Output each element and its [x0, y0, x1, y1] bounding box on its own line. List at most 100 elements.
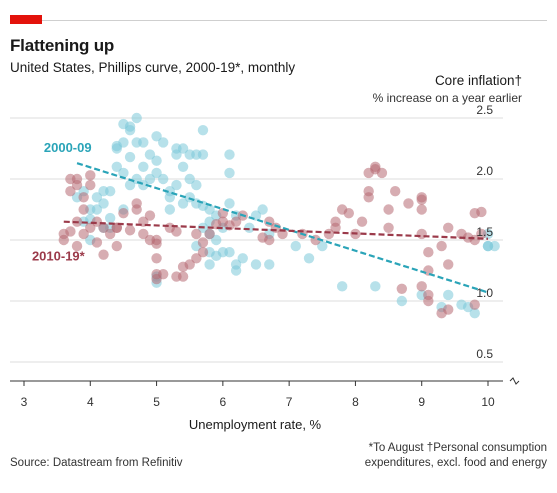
- point-2000-09: [177, 198, 189, 209]
- point-2000-09: [98, 198, 109, 209]
- point-2000-09: [144, 149, 156, 160]
- y-tick-label: 1.0: [476, 286, 493, 300]
- point-2000-09: [91, 192, 103, 203]
- point-2000-09: [124, 125, 136, 136]
- series-labels: 2000-09 2010-19*: [32, 140, 92, 264]
- point-2010-19: [436, 240, 447, 252]
- point-2000-09: [158, 137, 169, 148]
- point-2010-19: [98, 222, 109, 233]
- point-2000-09: [177, 161, 189, 172]
- point-2000-09: [211, 234, 222, 246]
- point-2010-19: [330, 216, 341, 227]
- point-2010-19: [78, 228, 89, 240]
- point-2000-09: [138, 161, 149, 172]
- point-2000-09: [204, 204, 215, 215]
- point-2010-19: [124, 225, 136, 236]
- point-2000-09: [118, 167, 129, 179]
- source-note: Source: Datastream from Refinitiv: [10, 457, 183, 469]
- point-2000-09: [177, 143, 189, 154]
- point-2000-09: [164, 192, 176, 203]
- point-2010-19: [197, 237, 209, 248]
- point-2000-09: [443, 289, 454, 301]
- scatter-points: [58, 112, 500, 319]
- axis-break-mark: [509, 377, 520, 385]
- point-2000-09: [111, 161, 123, 172]
- point-2010-19: [151, 238, 162, 249]
- point-2000-09: [264, 259, 275, 270]
- point-2010-19: [476, 228, 487, 240]
- point-2010-19: [476, 206, 487, 218]
- y-tick-label: 2.0: [476, 164, 493, 178]
- point-2000-09: [230, 265, 242, 276]
- point-2010-19: [118, 207, 129, 219]
- chart-title: Flattening up: [10, 36, 115, 55]
- point-2010-19: [416, 194, 427, 205]
- x-tick-label: 4: [87, 395, 94, 409]
- series-label-2000-09: 2000-09: [44, 140, 92, 155]
- point-2010-19: [423, 289, 434, 301]
- point-2010-19: [71, 173, 83, 185]
- x-tick-label: 3: [21, 395, 28, 409]
- point-2000-09: [224, 247, 235, 258]
- point-2000-09: [171, 149, 182, 160]
- x-tick-label: 5: [153, 395, 160, 409]
- point-2010-19: [151, 253, 162, 264]
- series-label-2010-19: 2010-19*: [32, 249, 86, 264]
- point-2010-19: [416, 228, 427, 240]
- trend-lines: [63, 162, 489, 294]
- point-2000-09: [244, 222, 255, 233]
- point-2000-09: [131, 112, 142, 124]
- x-tick-label: 7: [286, 395, 293, 409]
- point-2010-19: [403, 198, 414, 209]
- point-2000-09: [118, 137, 129, 148]
- y-tick-label: 0.5: [476, 347, 493, 361]
- footnote-line-2: expenditures, excl. food and energy: [364, 457, 547, 469]
- y-tick-labels: 0.5 1.0 1.5 2.0 2.5: [476, 103, 493, 361]
- point-2000-09: [184, 173, 195, 185]
- point-2010-19: [204, 228, 215, 240]
- point-2000-09: [197, 149, 209, 160]
- point-2000-09: [250, 259, 262, 270]
- point-2010-19: [111, 222, 123, 233]
- point-2010-19: [85, 222, 96, 233]
- point-2010-19: [416, 281, 427, 292]
- point-2010-19: [264, 216, 275, 227]
- footnotes: *To August †Personal consumption expendi…: [365, 441, 547, 471]
- point-2010-19: [65, 186, 76, 197]
- point-2000-09: [151, 167, 162, 179]
- point-2010-19: [78, 192, 89, 203]
- y-axis-title: Core inflation†: [434, 73, 522, 88]
- point-2000-09: [396, 295, 408, 307]
- point-2000-09: [204, 259, 215, 270]
- point-2010-19: [131, 204, 142, 215]
- point-2010-19: [171, 226, 182, 237]
- x-axis-label: Unemployment rate, %: [189, 417, 322, 432]
- point-2000-09: [171, 179, 182, 191]
- point-2010-19: [197, 247, 209, 258]
- point-2010-19: [469, 299, 480, 310]
- point-2010-19: [78, 204, 89, 215]
- point-2000-09: [124, 179, 136, 191]
- point-2010-19: [370, 161, 381, 172]
- chart-subtitle: United States, Phillips curve, 2000-19*,…: [10, 60, 296, 75]
- x-tick-label: 6: [220, 395, 227, 409]
- point-2010-19: [356, 216, 368, 227]
- point-2000-09: [237, 253, 248, 264]
- x-axis: 3 4 5 6 7 8 9 10: [10, 377, 520, 409]
- point-2000-09: [151, 155, 162, 166]
- point-2010-19: [177, 271, 189, 282]
- point-2010-19: [230, 216, 242, 227]
- x-tick-label: 8: [352, 395, 359, 409]
- point-2010-19: [396, 283, 408, 294]
- grid-lines: [10, 117, 503, 363]
- point-2010-19: [191, 228, 202, 240]
- point-2000-09: [224, 167, 235, 179]
- point-2010-19: [383, 222, 394, 233]
- point-2010-19: [184, 259, 195, 270]
- point-2010-19: [443, 259, 454, 270]
- point-2010-19: [343, 207, 354, 219]
- top-rule: [10, 20, 547, 21]
- point-2010-19: [91, 237, 103, 248]
- point-2000-09: [317, 240, 328, 252]
